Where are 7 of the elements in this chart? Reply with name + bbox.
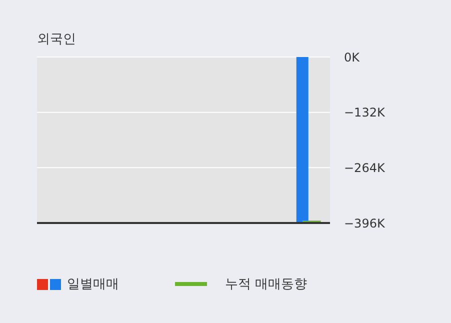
y-tick-label: −132K — [344, 106, 386, 120]
y-tick-label: −264K — [344, 160, 386, 175]
legend-label: 일별매매 — [67, 276, 119, 293]
chart-title: 외국인 — [37, 31, 76, 48]
legend-label: 누적 매매동향 — [225, 276, 308, 293]
y-tick-label: 0K — [344, 50, 361, 64]
y-tick-label: −396K — [344, 216, 386, 230]
